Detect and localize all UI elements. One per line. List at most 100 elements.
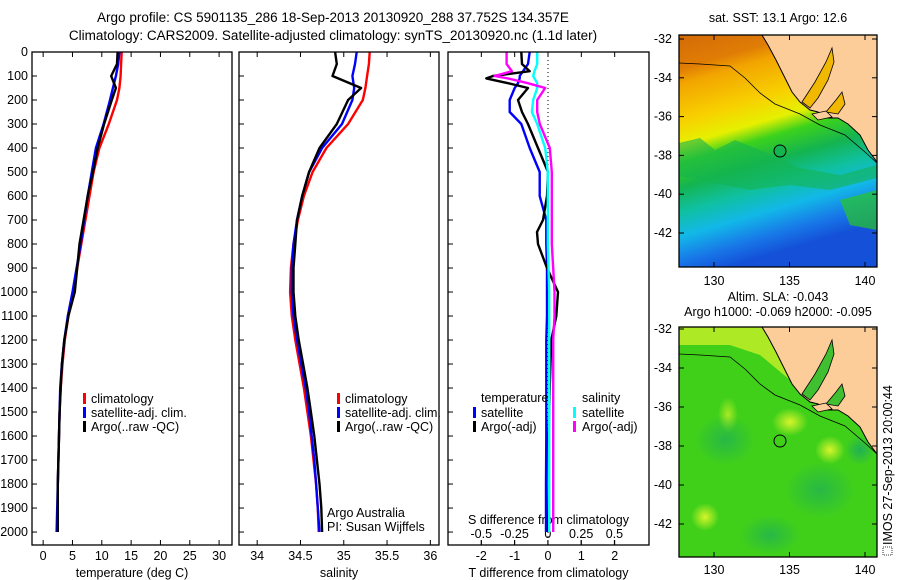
lat-tick-label: -40 [654,478,672,492]
credit-line1: Argo Australia [327,506,405,520]
temperature-legend: climatology satellite-adj. clim. Argo(..… [83,392,187,434]
kangaroo-island [811,402,833,413]
legend-label-argo: Argo(..raw -QC) [91,420,179,434]
chart-panel-2: 34 34.5 35 35.5 36 salinity [238,51,440,580]
x-axis-label: salinity [320,566,359,580]
map-axes: 130 135 140 -32 -34 -36 -38 -40 -42 130 135 140 -32 -… [654,32,877,577]
salinity-legend: climatology satellite-adj. clim. Argo(..… [327,392,441,534]
y-tick-label: 100 [7,69,28,83]
x-tick-label: 34 [250,549,264,563]
series-climatology [288,51,371,533]
lat-tick-label: -32 [654,32,672,46]
lon-tick-label: 135 [779,563,800,577]
timestamp-label: IMOS 27-Sep-2013 20:00:44 [881,385,895,556]
legend-label-t-argo: Argo(-adj) [481,420,537,434]
x-tick-label: -1 [509,549,520,563]
x2-tick-label: 0.5 [606,527,623,541]
y-tick-label: 1700 [0,453,28,467]
x-tick-label: 36 [423,549,437,563]
spencer-gulf [801,46,835,109]
legend-swatch-s-argo [573,421,576,432]
lat-tick-label: -38 [654,148,672,162]
chart-panel-1: 0100200300400500600700800900100011001200… [0,45,233,580]
sst-map [679,35,877,267]
legend-swatch-argo [337,421,340,432]
sla-map-title2: Argo h1000: -0.069 h2000: -0.095 [684,305,872,319]
lon-tick-label: 135 [779,274,800,288]
sla-map-title1: Altim. SLA: -0.043 [728,290,829,304]
legend-swatch-satellite [337,407,340,418]
series-argo-raw-qc- [56,51,119,532]
x-tick-label: 0 [40,549,47,563]
sst-green-patch [840,190,877,230]
kangaroo-island [811,110,833,121]
y-tick-label: 600 [7,189,28,203]
legend-swatch-s-satellite [573,407,576,418]
x-tick-label: 34.5 [288,549,312,563]
lon-tick-label: 140 [855,274,876,288]
x-tick-label: 25 [183,549,197,563]
sla-low-blob [740,515,800,555]
legend-label-t-satellite: satellite [481,406,523,420]
legend-head-temperature: temperature [481,391,548,405]
legend-head-salinity: salinity [582,391,621,405]
gulf-st-vincent [825,383,846,407]
y-tick-label: 300 [7,117,28,131]
lat-tick-label: -34 [654,361,672,375]
legend-swatch-t-argo [473,421,476,432]
x-axis-label: temperature (deg C) [76,566,189,580]
figure-title-line2: Climatology: CARS2009. Satellite-adjuste… [69,28,597,43]
legend-swatch-argo [83,421,86,432]
sst-map-title: sat. SST: 13.1 Argo: 12.6 [709,11,847,25]
sst-green-patch [679,138,877,190]
legend-label-climatology: climatology [345,392,408,406]
series-climatology [56,51,123,533]
lat-tick-label: -34 [654,71,672,85]
legend-label-argo: Argo(..raw -QC) [345,420,433,434]
x2-tick-label: 0.25 [569,527,593,541]
y-tick-label: 800 [7,237,28,251]
legend-swatch-climatology [337,393,340,404]
sla-low-blob [845,435,875,465]
sst-map-frame [678,34,878,268]
y-tick-label: 1200 [0,333,28,347]
legend-swatch-satellite [83,407,86,418]
lon-tick-label: 140 [855,563,876,577]
lat-tick-label: -36 [654,400,672,414]
spencer-gulf [801,338,835,401]
x-tick-label: 35.5 [375,549,399,563]
shelf-contour [679,353,877,455]
lat-tick-label: -40 [654,187,672,201]
series-temperature-satellite [508,51,549,532]
lat-tick-label: -36 [654,110,672,124]
x-tick-label: 10 [95,549,109,563]
series-argo-raw-qc- [292,51,363,533]
x-tick-label: 0 [545,549,552,563]
x-tick-label: 20 [153,549,167,563]
x-tick-label: 1 [578,549,585,563]
x-tick-label: -2 [476,549,487,563]
sla-anomaly-blob [691,503,719,531]
x-tick-label: 5 [69,549,76,563]
lat-tick-label: -42 [654,517,672,531]
lon-tick-label: 130 [704,274,725,288]
y-tick-label: 1500 [0,405,28,419]
sla-anomaly-blob [772,408,808,436]
series-salinity-argo-adj- [493,52,556,532]
y-tick-label: 2000 [0,525,28,539]
lon-tick-label: 130 [704,563,725,577]
timestamp-text: IMOS 27-Sep-2013 20:00:44 [881,385,895,545]
legend-label-satellite: satellite-adj. clim. [345,406,441,420]
float-position-marker [773,144,787,158]
y-tick-label: 1400 [0,381,28,395]
legend-label-climatology: climatology [91,392,154,406]
x2-tick-label: -0.5 [471,527,493,541]
difference-legend: temperature salinity satellite Argo(-adj… [473,391,638,434]
plot-frame [238,51,440,546]
sla-low-blob [695,415,755,465]
series-salinity-satellite [530,52,551,532]
x-tick-label: 30 [212,549,226,563]
sla-low-blob [785,462,855,518]
y-tick-label: 1800 [0,477,28,491]
